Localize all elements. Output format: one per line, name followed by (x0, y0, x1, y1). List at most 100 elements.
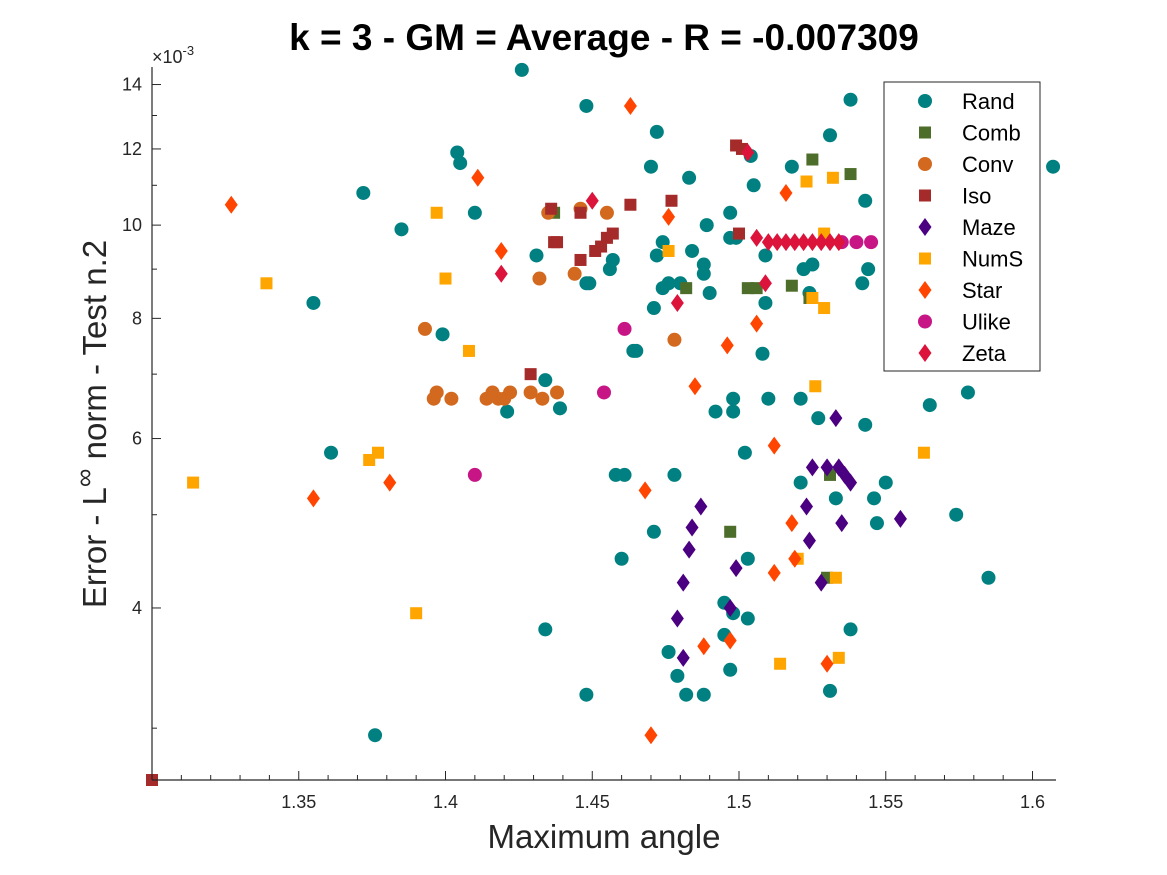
data-point-rand (981, 570, 996, 585)
data-point-rand (723, 662, 738, 677)
data-point-maze (723, 598, 737, 617)
data-point-nums (829, 571, 842, 584)
y-axis-label: Error - L∞ norm - Test n.2 (69, 240, 113, 608)
data-point-rand (649, 248, 664, 263)
legend-entry-comb: Comb (919, 121, 1021, 146)
data-point-rand (843, 622, 858, 637)
data-point-star (820, 654, 834, 673)
data-point-zeta (670, 293, 684, 312)
data-point-rand (667, 467, 682, 482)
legend-entry-rand: Rand (918, 89, 1015, 114)
data-point-comb (750, 282, 763, 295)
legend-label-iso: Iso (962, 184, 991, 209)
x-axis-label: Maximum angle (488, 818, 721, 855)
data-point-rand (740, 551, 755, 566)
data-point-rand (726, 404, 741, 419)
legend-label-maze: Maze (962, 215, 1016, 240)
data-point-comb (724, 525, 737, 538)
data-point-conv (503, 385, 518, 400)
data-point-maze (805, 458, 819, 477)
data-point-star (623, 96, 637, 115)
data-point-conv (417, 321, 432, 336)
data-point-zeta (585, 191, 599, 210)
data-point-iso (574, 206, 587, 219)
data-point-comb (785, 279, 798, 292)
data-point-zeta (741, 143, 755, 162)
data-point-rand (661, 644, 676, 659)
data-point-rand (960, 385, 975, 400)
data-point-iso (551, 236, 564, 249)
data-point-rand (617, 467, 632, 482)
data-point-iso (524, 368, 537, 381)
y-tick-label: 14 (122, 75, 142, 95)
data-point-rand (394, 222, 409, 237)
data-point-iso (595, 240, 608, 253)
data-point-iso (606, 227, 619, 240)
y-tick-label: 12 (122, 139, 142, 159)
data-point-rand (629, 343, 644, 358)
data-point-rand (646, 524, 661, 539)
series-zeta (494, 143, 846, 312)
data-point-conv (444, 391, 459, 406)
data-point-rand (922, 398, 937, 413)
data-point-rand (811, 411, 826, 426)
y-tick-label: 8 (132, 308, 142, 328)
data-point-rand (723, 205, 738, 220)
series-maze (670, 409, 907, 667)
data-point-star (779, 183, 793, 202)
data-point-rand (740, 611, 755, 626)
data-point-nums (826, 171, 839, 184)
legend-marker-iso (919, 189, 931, 202)
data-point-rand (758, 295, 773, 310)
data-point-zeta (494, 264, 508, 283)
x-tick-label: 1.4 (433, 792, 458, 812)
data-point-rand (453, 156, 468, 171)
data-point-iso (733, 227, 746, 240)
legend-label-zeta: Zeta (962, 341, 1007, 366)
data-point-conv (532, 271, 547, 286)
data-point-rand (514, 62, 529, 77)
data-point-nums (832, 651, 845, 664)
legend-marker-zeta (918, 344, 932, 362)
data-point-maze (729, 559, 743, 578)
data-point-rand (793, 391, 808, 406)
y-exponent-label: ×10-3 (152, 43, 194, 67)
data-point-zeta (770, 233, 784, 252)
data-point-rand (655, 281, 670, 296)
data-point-rand (696, 266, 711, 281)
data-point-star (785, 514, 799, 533)
y-tick-label: 10 (122, 215, 142, 235)
data-point-ulike (467, 467, 482, 482)
data-point-rand (949, 507, 964, 522)
data-point-rand (805, 257, 820, 272)
series-iso (146, 139, 748, 786)
data-point-star (720, 336, 734, 355)
data-point-star (750, 314, 764, 333)
data-point-rand (843, 92, 858, 107)
data-point-star (662, 207, 676, 226)
series-star (224, 96, 834, 745)
data-point-nums (774, 657, 787, 670)
data-point-iso (624, 198, 637, 211)
data-point-zeta (797, 233, 811, 252)
data-point-rand (435, 327, 450, 342)
data-point-iso (665, 194, 678, 207)
data-point-conv (535, 391, 550, 406)
data-point-maze (670, 609, 684, 628)
data-point-rand (670, 668, 685, 683)
data-point-rand (855, 276, 870, 291)
data-point-nums (372, 446, 384, 459)
data-point-nums (806, 291, 819, 304)
legend-label-conv: Conv (962, 152, 1013, 177)
data-point-rand (685, 243, 700, 258)
data-point-rand (649, 124, 664, 139)
legend-marker-ulike (918, 314, 932, 329)
data-point-star (688, 377, 702, 396)
data-point-comb (844, 168, 857, 181)
data-point-nums (662, 244, 675, 257)
data-point-rand (699, 218, 714, 233)
series-rand (306, 62, 1061, 743)
data-point-rand (605, 252, 620, 267)
data-point-rand (538, 622, 553, 637)
